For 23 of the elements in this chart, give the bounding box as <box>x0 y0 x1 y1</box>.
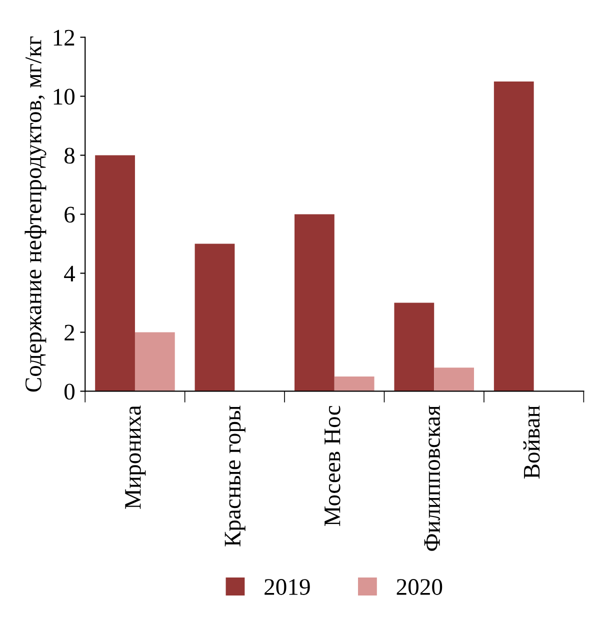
bar <box>434 368 474 392</box>
y-tick-label: 10 <box>54 88 74 105</box>
y-tick-label: 2 <box>64 324 74 340</box>
x-tick-label: Войван <box>523 406 540 479</box>
bar <box>95 155 135 392</box>
bar <box>334 376 374 392</box>
bar <box>134 332 175 392</box>
x-tick-label: Красные горы <box>224 406 246 546</box>
x-tick-label: Мирониха <box>125 405 146 509</box>
bar <box>494 82 534 392</box>
y-tick-label: 0 <box>64 384 74 400</box>
y-tick-label: 12 <box>54 30 74 46</box>
legend-label: 2020 <box>396 579 442 595</box>
y-tick-label: 6 <box>64 206 75 223</box>
y-tick-label: 8 <box>64 148 74 164</box>
legend-label: 2019 <box>264 579 310 595</box>
y-axis-title: Содержание нефтепродуктов, мг/кг <box>24 36 46 392</box>
bar <box>294 214 334 392</box>
bar <box>394 302 434 392</box>
y-tick-label: 4 <box>64 266 76 282</box>
bar <box>194 244 235 392</box>
x-tick-label: Филипповская <box>424 406 440 551</box>
x-tick-label: Мосеев Нос <box>324 406 340 526</box>
